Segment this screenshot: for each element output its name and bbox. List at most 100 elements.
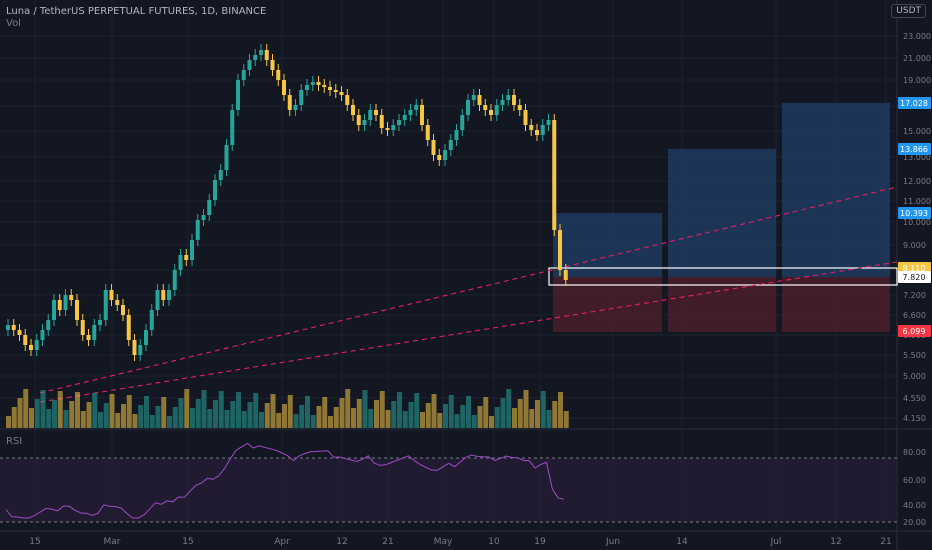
volume-bar <box>201 390 207 428</box>
candle-body <box>305 85 309 90</box>
candle-body <box>379 115 384 128</box>
candle-body <box>408 110 413 115</box>
candle-body <box>437 155 442 160</box>
price-axis-label: 15.000 <box>903 127 931 136</box>
volume-bar <box>52 400 57 428</box>
time-axis-label: 10 <box>488 537 500 547</box>
candle-body <box>17 330 22 335</box>
volume-bar <box>523 390 529 428</box>
candle-body <box>6 325 10 330</box>
candle-body <box>391 125 396 130</box>
trend-line-lower <box>39 261 898 403</box>
candle-body <box>63 295 68 310</box>
candle-body <box>523 110 528 125</box>
volume-bar <box>500 398 506 428</box>
volume-bar <box>368 409 374 428</box>
volume-bar <box>172 407 178 428</box>
volume-label: Vol <box>6 18 21 29</box>
volume-bar <box>253 393 259 428</box>
candle-body <box>46 320 51 330</box>
volume-bar <box>517 399 523 428</box>
candle-body <box>236 80 240 110</box>
volume-bar <box>402 411 408 428</box>
volume-bar <box>454 414 460 428</box>
volume-bar <box>310 415 316 428</box>
volume-bar <box>92 393 98 428</box>
volume-bar <box>276 413 282 428</box>
volume-bar <box>466 396 471 428</box>
candle-body <box>126 315 131 340</box>
volume-bar <box>356 399 362 428</box>
volume-bar <box>535 400 540 428</box>
candle-body <box>144 330 148 345</box>
volume-bar <box>218 391 224 428</box>
volume-bar <box>299 405 305 428</box>
candle-body <box>310 82 315 85</box>
volume-bar <box>132 414 138 428</box>
volume-bar <box>293 414 299 428</box>
candle-body <box>149 310 154 330</box>
stop-zone <box>782 277 890 332</box>
volume-bar <box>333 407 339 428</box>
volume-bar <box>287 395 293 428</box>
candle-body <box>333 90 338 92</box>
price-axis-label: 6.600 <box>903 311 926 320</box>
candle-body <box>115 300 120 305</box>
candle-body <box>402 115 407 120</box>
volume-bar <box>540 391 546 428</box>
candle-body <box>374 110 378 115</box>
volume-bar <box>328 416 333 428</box>
candle-body <box>282 80 286 95</box>
currency-button[interactable]: USDT <box>891 4 926 18</box>
volume-bar <box>259 412 264 428</box>
volume-bar <box>552 401 558 428</box>
candle-body <box>270 60 275 70</box>
price-tag-label: 7.820 <box>903 273 926 282</box>
candle-body <box>253 55 258 60</box>
time-axis-label: Apr <box>274 537 290 547</box>
stop-zone <box>553 277 662 332</box>
candle-body <box>322 85 327 87</box>
candle-body <box>563 270 568 280</box>
volume-bar <box>264 403 270 428</box>
price-tag <box>898 97 931 109</box>
volume-bar <box>149 415 155 428</box>
candle-body <box>167 290 171 300</box>
volume-bar <box>448 395 454 428</box>
candle-body <box>40 330 45 340</box>
price-tag-label: 17.028 <box>900 99 928 108</box>
candle-body <box>316 82 321 85</box>
rsi-band <box>0 458 897 522</box>
candle-body <box>103 290 108 320</box>
candle-body <box>362 120 367 125</box>
volume-bar <box>167 416 172 428</box>
volume-bar <box>155 406 161 428</box>
volume-bar <box>546 410 552 428</box>
candle-body <box>293 105 298 110</box>
candle-body <box>178 255 183 270</box>
candle-body <box>517 105 522 110</box>
time-axis-label: Jul <box>770 537 782 547</box>
volume-bar <box>138 405 144 428</box>
time-axis-label: 19 <box>534 537 546 547</box>
candle-body <box>552 120 557 230</box>
candle-body <box>80 320 85 335</box>
volume-bar <box>322 397 328 428</box>
volume-bar <box>374 400 379 428</box>
rsi-axis-label: 40.00 <box>903 501 926 510</box>
price-axis-label: 19.000 <box>903 76 931 85</box>
time-axis-label: 14 <box>676 537 688 547</box>
candle-body <box>540 125 545 135</box>
candle-body <box>161 290 166 300</box>
target-zone <box>782 103 890 277</box>
time-axis-label: 15 <box>29 537 40 547</box>
volume-bar <box>512 408 517 428</box>
time-axis-label: Mar <box>104 537 121 547</box>
volume-bar <box>282 404 287 428</box>
rsi-axis-label: 60.00 <box>903 476 926 485</box>
time-axis-label: 21 <box>880 537 891 547</box>
candle-body <box>385 128 390 130</box>
target-zone <box>553 213 662 277</box>
candle-body <box>52 300 56 320</box>
